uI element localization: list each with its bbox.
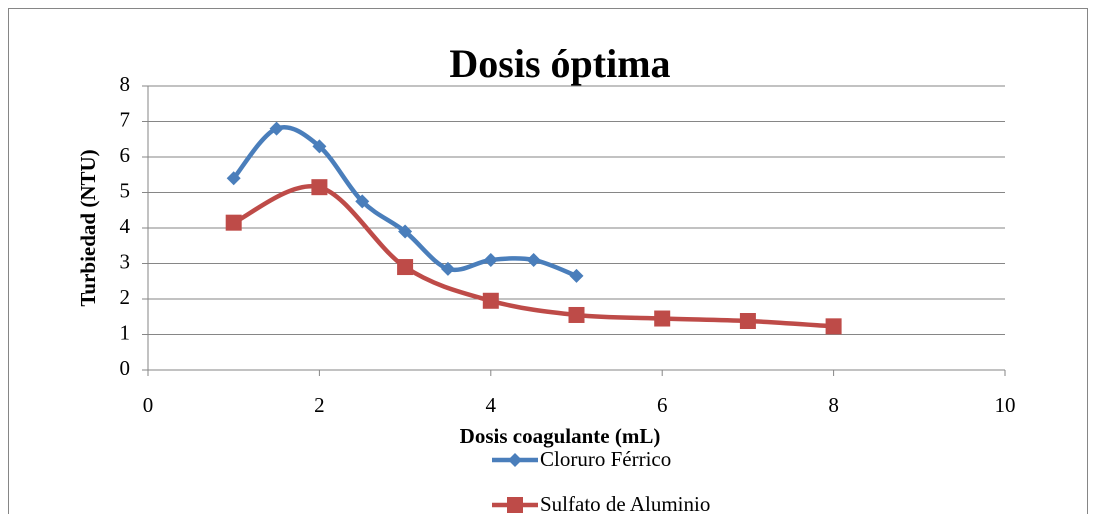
x-tick-label: 2 <box>314 393 325 417</box>
data-point <box>482 292 499 309</box>
y-tick-label: 8 <box>120 72 131 96</box>
data-point <box>355 194 370 209</box>
data-point <box>269 121 284 136</box>
x-tick-label: 4 <box>486 393 497 417</box>
x-tick-label: 0 <box>143 393 154 417</box>
x-axis-label: Dosis coagulante (mL) <box>460 424 661 448</box>
data-point <box>568 306 585 323</box>
data-point <box>225 214 242 231</box>
data-point <box>569 268 584 283</box>
data-point <box>440 261 455 276</box>
data-point <box>654 310 671 327</box>
data-point <box>825 318 842 335</box>
y-tick-label: 7 <box>120 107 131 131</box>
y-tick-label: 6 <box>120 143 131 167</box>
y-tick-label: 2 <box>120 285 131 309</box>
legend-label: Sulfato de Aluminio <box>540 492 710 514</box>
chart-frame <box>8 8 1088 514</box>
y-tick-label: 5 <box>120 178 131 202</box>
y-tick-label: 1 <box>120 320 131 344</box>
x-tick-label: 8 <box>828 393 839 417</box>
data-point <box>483 252 498 267</box>
data-point <box>312 139 327 154</box>
legend-label: Cloruro Férrico <box>540 447 671 471</box>
x-tick-label: 10 <box>995 393 1016 417</box>
legend-marker <box>508 453 522 467</box>
y-tick-label: 4 <box>120 214 131 238</box>
y-axis-label: Turbiedad (NTU) <box>76 149 100 306</box>
y-tick-label: 3 <box>120 249 131 273</box>
data-point <box>739 313 756 330</box>
x-tick-label: 6 <box>657 393 668 417</box>
y-tick-label: 0 <box>120 356 131 380</box>
data-point <box>397 259 414 276</box>
data-point <box>526 252 541 267</box>
data-point <box>226 171 241 186</box>
chart-title: Dosis óptima <box>449 41 670 86</box>
legend-marker <box>507 497 523 513</box>
data-point <box>311 179 328 196</box>
data-point <box>398 224 413 239</box>
